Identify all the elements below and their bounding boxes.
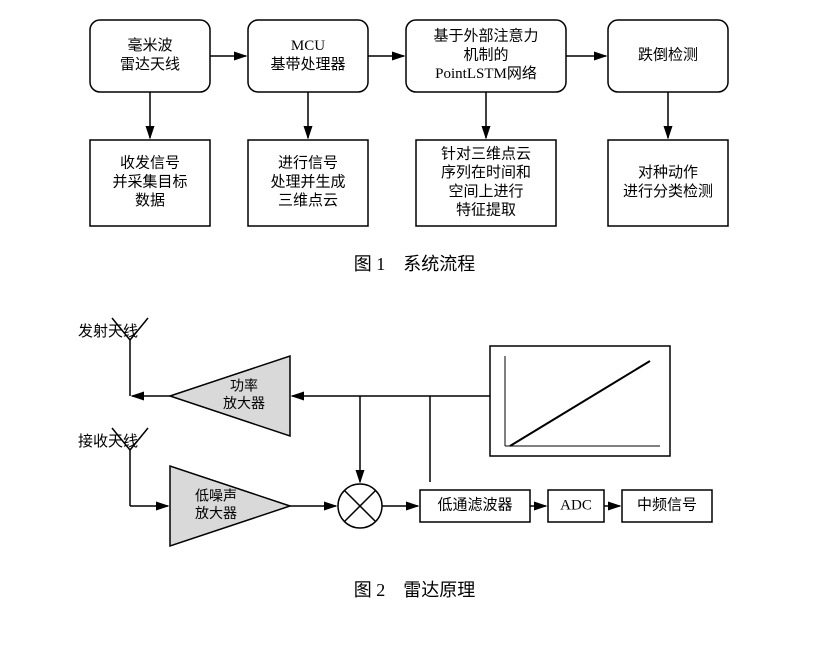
svg-text:发射天线: 发射天线 [78,323,138,340]
svg-text:空间上进行: 空间上进行 [448,183,523,200]
svg-text:并采集目标: 并采集目标 [112,173,187,190]
svg-text:序列在时间和: 序列在时间和 [441,164,531,181]
svg-text:特征提取: 特征提取 [456,202,516,219]
svg-text:中频信号: 中频信号 [637,496,697,513]
figure-2: 发射天线接收天线功率放大器低噪声放大器低通滤波器ADC中频信号 图 2 雷达原理 [0,306,829,602]
svg-text:低噪声: 低噪声 [195,488,237,504]
figure-1-caption: 图 1 系统流程 [0,250,829,276]
svg-text:ADC: ADC [560,497,592,513]
svg-text:针对三维点云: 针对三维点云 [441,145,531,162]
figure-2-caption: 图 2 雷达原理 [0,576,829,602]
svg-text:处理并生成: 处理并生成 [270,173,345,190]
svg-text:数据: 数据 [135,192,165,209]
svg-text:跌倒检测: 跌倒检测 [638,46,698,63]
svg-text:低通滤波器: 低通滤波器 [437,496,512,513]
figure-1: 毫米波雷达天线 MCU 基带处理器 基于外部注意力机制的 PointLSTM网络 跌倒检测… [0,0,829,276]
svg-text:基于外部注意力: 基于外部注意力 [433,27,538,45]
svg-text:机制的: 机制的 [463,46,508,63]
svg-text:雷达天线: 雷达天线 [120,56,180,73]
svg-text:MCU: MCU [291,38,325,54]
svg-text:毫米波: 毫米波 [127,36,172,54]
svg-text:三维点云: 三维点云 [278,192,338,209]
svg-text:放大器: 放大器 [223,396,265,412]
svg-text:接收天线: 接收天线 [78,433,138,450]
svg-text:PointLSTM网络: PointLSTM网络 [435,65,537,82]
svg-text:进行信号: 进行信号 [278,155,338,172]
svg-text:进行分类检测: 进行分类检测 [623,183,713,200]
svg-text:功率: 功率 [230,377,258,394]
svg-text:放大器: 放大器 [195,506,237,522]
svg-text:收发信号: 收发信号 [120,155,180,172]
svg-text:对种动作: 对种动作 [638,164,698,181]
svg-text:基带处理器: 基带处理器 [270,56,345,73]
